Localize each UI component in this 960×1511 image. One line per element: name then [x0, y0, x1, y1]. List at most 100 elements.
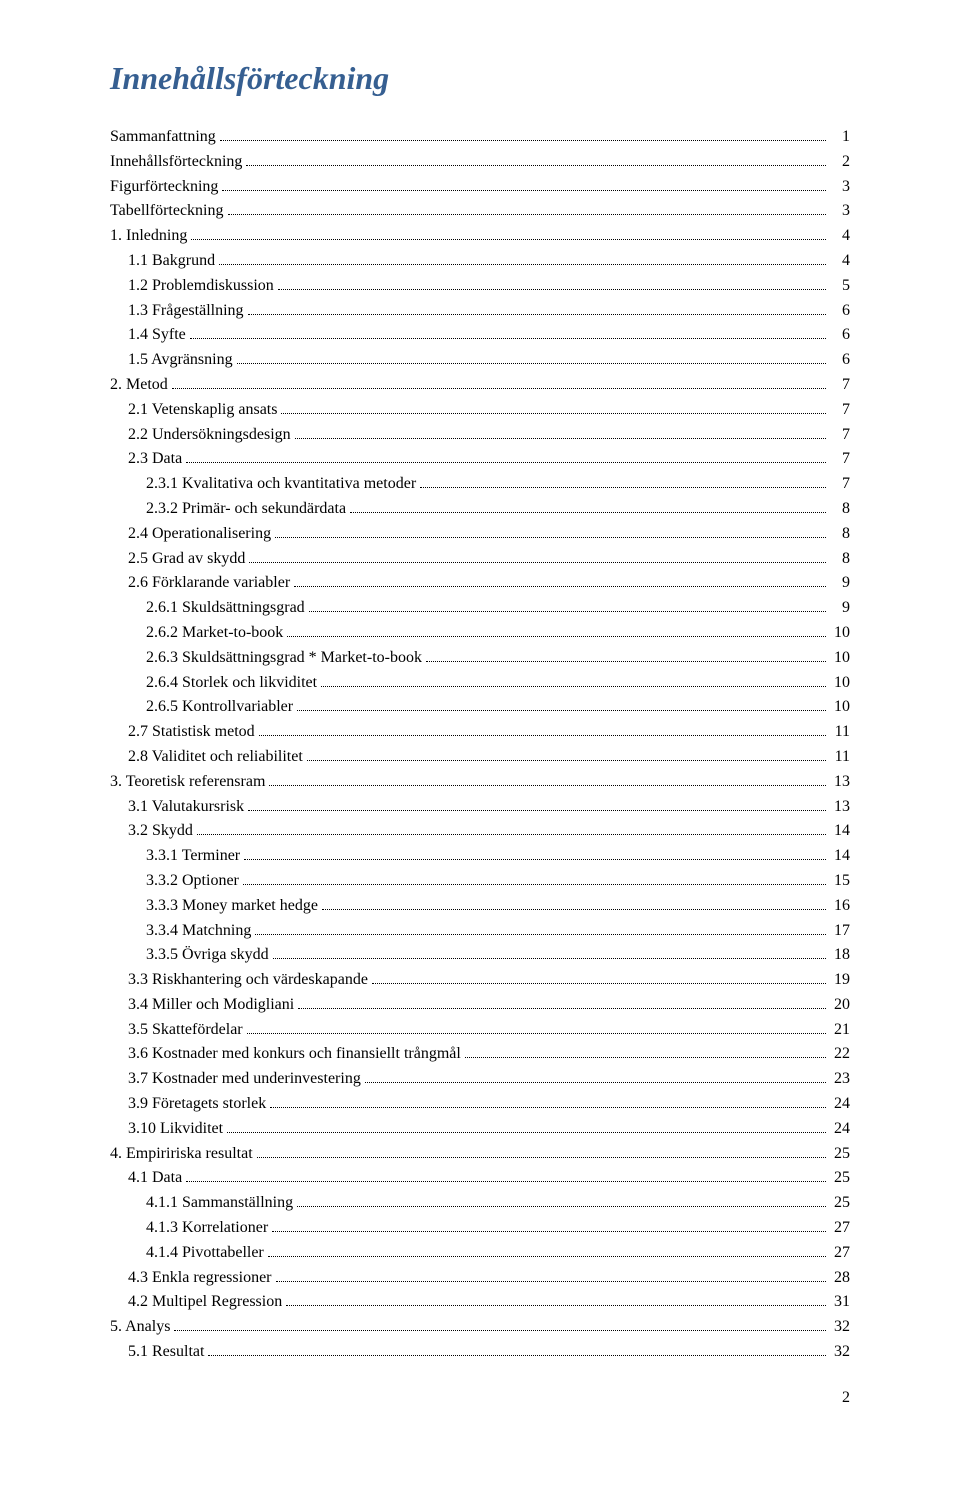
- toc-entry[interactable]: 3.9 Företagets storlek24: [110, 1092, 850, 1117]
- toc-entry[interactable]: 4.1 Data25: [110, 1166, 850, 1191]
- toc-entry-page: 10: [830, 695, 850, 720]
- toc-entry[interactable]: 5. Analys32: [110, 1315, 850, 1340]
- toc-entry[interactable]: 2.6.4 Storlek och likviditet 10: [110, 671, 850, 696]
- toc-entry-label: 2.1 Vetenskaplig ansats: [128, 398, 277, 423]
- toc-entry[interactable]: 3. Teoretisk referensram13: [110, 770, 850, 795]
- toc-leader-dots: [248, 314, 826, 315]
- toc-entry[interactable]: 4.1.4 Pivottabeller27: [110, 1241, 850, 1266]
- toc-entry-page: 31: [830, 1290, 850, 1315]
- toc-entry[interactable]: 4.1.1 Sammanställning25: [110, 1191, 850, 1216]
- toc-entry[interactable]: 2. Metod7: [110, 373, 850, 398]
- toc-entry-page: 7: [830, 373, 850, 398]
- toc-entry[interactable]: 3.4 Miller och Modigliani20: [110, 993, 850, 1018]
- toc-leader-dots: [255, 934, 826, 935]
- toc-leader-dots: [281, 413, 826, 414]
- toc-leader-dots: [309, 611, 826, 612]
- toc-entry-label: 1. Inledning: [110, 224, 187, 249]
- toc-entry-page: 13: [830, 795, 850, 820]
- toc-entry-label: 2.2 Undersökningsdesign: [128, 423, 291, 448]
- toc-entry[interactable]: 2.3.2 Primär- och sekundärdata8: [110, 497, 850, 522]
- toc-entry-page: 14: [830, 844, 850, 869]
- toc-entry-label: 4.1 Data: [128, 1166, 182, 1191]
- toc-entry[interactable]: 3.3.1 Terminer14: [110, 844, 850, 869]
- toc-entry-page: 7: [830, 447, 850, 472]
- toc-entry-label: 2.8 Validitet och reliabilitet: [128, 745, 303, 770]
- toc-entry[interactable]: 1.5 Avgränsning6: [110, 348, 850, 373]
- toc-entry[interactable]: 3.10 Likviditet24: [110, 1117, 850, 1142]
- toc-entry[interactable]: 3.3.5 Övriga skydd18: [110, 943, 850, 968]
- toc-entry[interactable]: 4.3 Enkla regressioner28: [110, 1266, 850, 1291]
- toc-entry[interactable]: 2.8 Validitet och reliabilitet11: [110, 745, 850, 770]
- toc-entry-page: 10: [830, 671, 850, 696]
- toc-entry[interactable]: 5.1 Resultat32: [110, 1340, 850, 1365]
- toc-entry[interactable]: 2.6 Förklarande variabler9: [110, 571, 850, 596]
- toc-entry[interactable]: 1. Inledning4: [110, 224, 850, 249]
- toc-entry[interactable]: 3.3.2 Optioner15: [110, 869, 850, 894]
- toc-entry[interactable]: 3.6 Kostnader med konkurs och finansiell…: [110, 1042, 850, 1067]
- toc-entry[interactable]: 1.2 Problemdiskussion5: [110, 274, 850, 299]
- toc-leader-dots: [191, 239, 826, 240]
- toc-entry[interactable]: 3.3.3 Money market hedge16: [110, 894, 850, 919]
- toc-entry-page: 8: [830, 497, 850, 522]
- toc-entry-page: 5: [830, 274, 850, 299]
- toc-entry[interactable]: 2.6.1 Skuldsättningsgrad9: [110, 596, 850, 621]
- toc-entry-label: 4.1.3 Korrelationer: [146, 1216, 268, 1241]
- toc-entry-label: 2.6.2 Market-to-book: [146, 621, 283, 646]
- toc-leader-dots: [294, 586, 826, 587]
- toc-entry[interactable]: 3.3 Riskhantering och värdeskapande19: [110, 968, 850, 993]
- toc-entry-page: 3: [830, 199, 850, 224]
- toc-entry[interactable]: 4. Empiririska resultat25: [110, 1142, 850, 1167]
- toc-entry[interactable]: 4.2 Multipel Regression 31: [110, 1290, 850, 1315]
- toc-entry[interactable]: Figurförteckning3: [110, 175, 850, 200]
- toc-entry[interactable]: 2.6.2 Market-to-book10: [110, 621, 850, 646]
- toc-entry-label: 3.2 Skydd: [128, 819, 193, 844]
- toc-entry-label: 4.1.4 Pivottabeller: [146, 1241, 264, 1266]
- toc-entry-label: 1.3 Frågeställning: [128, 299, 244, 324]
- toc-leader-dots: [465, 1057, 826, 1058]
- toc-entry-page: 6: [830, 323, 850, 348]
- table-of-contents: Sammanfattning1Innehållsförteckning2Figu…: [110, 125, 850, 1365]
- toc-entry-label: 2.6.1 Skuldsättningsgrad: [146, 596, 305, 621]
- toc-leader-dots: [222, 190, 826, 191]
- toc-entry-label: 4. Empiririska resultat: [110, 1142, 253, 1167]
- toc-entry-label: 3.6 Kostnader med konkurs och finansiell…: [128, 1042, 461, 1067]
- toc-entry-label: 3.10 Likviditet: [128, 1117, 223, 1142]
- toc-leader-dots: [249, 562, 826, 563]
- toc-entry[interactable]: 2.5 Grad av skydd8: [110, 547, 850, 572]
- toc-entry[interactable]: 2.6.5 Kontrollvariabler10: [110, 695, 850, 720]
- toc-entry-page: 15: [830, 869, 850, 894]
- toc-entry-label: 2.6.4 Storlek och likviditet: [146, 671, 317, 696]
- toc-entry[interactable]: 3.5 Skattefördelar21: [110, 1018, 850, 1043]
- toc-entry[interactable]: 2.1 Vetenskaplig ansats7: [110, 398, 850, 423]
- toc-entry[interactable]: Innehållsförteckning2: [110, 150, 850, 175]
- toc-entry[interactable]: Tabellförteckning 3: [110, 199, 850, 224]
- toc-entry[interactable]: 2.4 Operationalisering8: [110, 522, 850, 547]
- toc-leader-dots: [322, 909, 826, 910]
- toc-entry[interactable]: 3.3.4 Matchning17: [110, 919, 850, 944]
- toc-entry[interactable]: 2.7 Statistisk metod11: [110, 720, 850, 745]
- toc-entry[interactable]: 3.2 Skydd14: [110, 819, 850, 844]
- toc-leader-dots: [273, 958, 826, 959]
- toc-leader-dots: [372, 983, 826, 984]
- toc-entry[interactable]: 4.1.3 Korrelationer27: [110, 1216, 850, 1241]
- toc-entry[interactable]: 3.7 Kostnader med underinvestering23: [110, 1067, 850, 1092]
- toc-entry[interactable]: 1.3 Frågeställning 6: [110, 299, 850, 324]
- toc-entry-label: 4.2 Multipel Regression: [128, 1290, 282, 1315]
- toc-entry[interactable]: 1.4 Syfte 6: [110, 323, 850, 348]
- toc-entry[interactable]: 2.3.1 Kvalitativa och kvantitativa metod…: [110, 472, 850, 497]
- toc-entry-page: 6: [830, 299, 850, 324]
- toc-leader-dots: [257, 1157, 826, 1158]
- toc-entry[interactable]: 1.1 Bakgrund4: [110, 249, 850, 274]
- toc-entry-label: 1.4 Syfte: [128, 323, 186, 348]
- toc-entry[interactable]: 2.3 Data7: [110, 447, 850, 472]
- toc-entry-label: Sammanfattning: [110, 125, 216, 150]
- toc-entry[interactable]: 2.2 Undersökningsdesign7: [110, 423, 850, 448]
- toc-entry-label: Tabellförteckning: [110, 199, 224, 224]
- toc-entry[interactable]: Sammanfattning1: [110, 125, 850, 150]
- toc-leader-dots: [420, 487, 826, 488]
- toc-leader-dots: [278, 289, 826, 290]
- toc-entry-label: 3.3.4 Matchning: [146, 919, 251, 944]
- toc-leader-dots: [268, 1256, 826, 1257]
- toc-entry[interactable]: 2.6.3 Skuldsättningsgrad * Market-to-boo…: [110, 646, 850, 671]
- toc-entry[interactable]: 3.1 Valutakursrisk13: [110, 795, 850, 820]
